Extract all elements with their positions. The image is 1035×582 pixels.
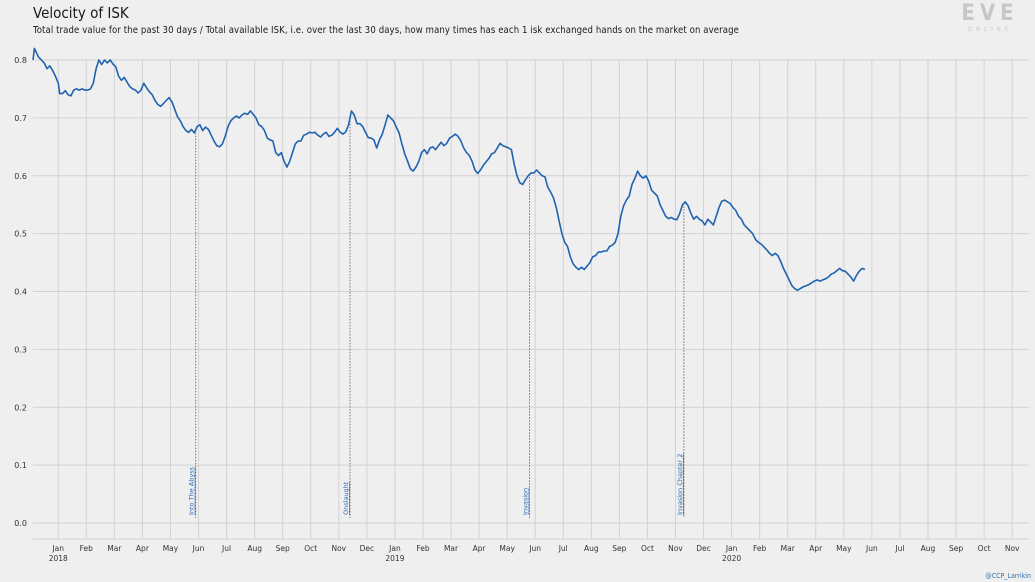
x-tick-label: Jul [221,544,231,553]
logo-sub-text: ONLINE [967,26,1013,33]
chart-grid [33,59,1029,540]
x-tick-label: Aug [921,544,936,553]
y-tick-label: 0.5 [14,230,27,239]
event-label: Into The Abyss [188,466,196,515]
chart-title: Velocity of ISK [33,4,129,22]
logo-main-text: EVE [961,1,1019,26]
event-markers: Into The Abyss Onslaught Invasion Invasion … [188,117,685,518]
x-tick-label: May [163,544,179,553]
x-tick-label: Jun [192,544,205,553]
x-tick-label: Nov [1005,544,1020,553]
x-tick-label: Dec [696,544,711,553]
x-tick-label: Feb [416,544,430,553]
y-tick-label: 0.8 [14,56,27,65]
x-tick-label: Jan [725,544,738,553]
x-tick-label: Mar [781,544,796,553]
y-tick-label: 0.2 [14,403,27,412]
x-tick-label: Jul [558,544,568,553]
eve-online-logo: EVE ONLINE [955,2,1025,34]
x-tick-label: Feb [753,544,767,553]
x-tick-label: Oct [304,544,317,553]
x-tick-label: Feb [80,544,94,553]
x-tick-label: Dec [360,544,375,553]
x-year-label: 2019 [385,554,404,563]
x-tick-label: Jul [894,544,904,553]
x-tick-label: Aug [247,544,262,553]
chart-subtitle: Total trade value for the past 30 days /… [33,25,739,36]
x-tick-label: Mar [444,544,459,553]
x-tick-label: Oct [641,544,654,553]
x-tick-label: Nov [668,544,683,553]
x-tick-label: Aug [584,544,599,553]
event-label: Invasion Chapter 2 [676,454,684,515]
event-label: Invasion [522,488,530,515]
x-tick-label: Mar [107,544,122,553]
x-tick-label: May [499,544,515,553]
author-credit: @CCP_Larrikin [985,572,1031,580]
x-tick-label: Jan [51,544,64,553]
y-tick-label: 0.6 [14,172,27,181]
x-tick-label: Jan [388,544,401,553]
x-tick-label: Apr [809,544,823,553]
x-tick-label: Oct [978,544,991,553]
x-year-label: 2020 [722,554,741,563]
y-tick-label: 0.1 [14,461,27,470]
x-tick-label: Apr [136,544,150,553]
y-tick-label: 0.7 [14,114,27,123]
x-tick-label: Apr [473,544,487,553]
x-tick-label: Jun [865,544,878,553]
x-year-label: 2018 [49,554,68,563]
chart-series [32,47,866,292]
x-tick-label: Sep [612,544,626,553]
y-tick-label: 0.4 [14,288,27,297]
velocity-series-line [32,47,866,292]
y-tick-label: 0.3 [14,345,27,354]
y-tick-label: 0.0 [14,519,27,528]
x-tick-label: Sep [276,544,290,553]
x-tick-label: Nov [331,544,346,553]
event-label: Onslaught [342,481,350,515]
x-tick-label: Jun [528,544,541,553]
x-tick-label: Sep [949,544,963,553]
y-axis: 0.0 0.1 0.2 0.3 0.4 0.5 0.6 0.7 0.8 [14,56,27,528]
x-tick-label: May [836,544,852,553]
